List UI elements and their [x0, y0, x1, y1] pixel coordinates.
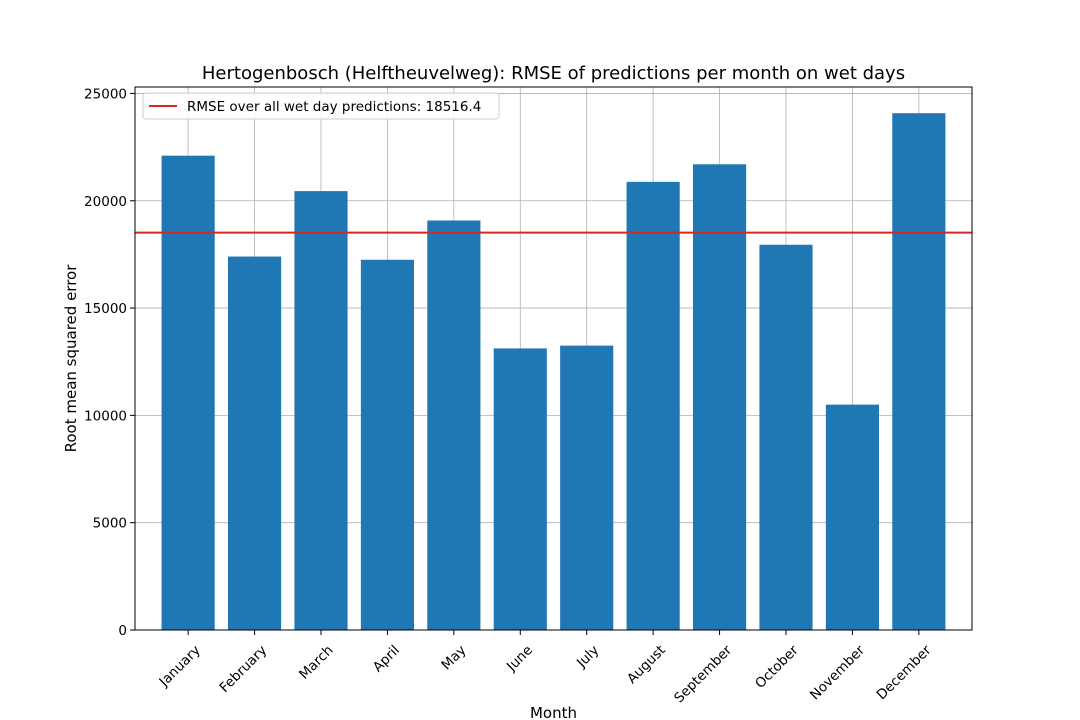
x-tick-label: August — [624, 642, 669, 687]
plot-frame — [134, 86, 973, 631]
bar-november — [825, 404, 879, 630]
bar-june — [493, 348, 547, 630]
bar-april — [360, 259, 414, 630]
x-tick-label: June — [503, 642, 536, 675]
bar-october — [759, 244, 813, 630]
bars — [161, 113, 946, 631]
bar-september — [693, 164, 747, 630]
x-tick-label: September — [671, 642, 735, 706]
y-axis-ticks: 0 5000 10000 15000 20000 25000 — [84, 86, 135, 639]
x-axis-label: Month — [530, 704, 577, 720]
bar-december — [892, 113, 946, 630]
x-tick-label: October — [752, 642, 802, 692]
bar-march — [294, 191, 348, 630]
bar-july — [560, 345, 614, 630]
x-tick-label: November — [807, 642, 868, 703]
bar-may — [427, 220, 481, 630]
bar-january — [161, 155, 215, 630]
x-tick-label: March — [296, 642, 336, 682]
y-tick-label: 25000 — [84, 86, 127, 102]
x-tick-label: January — [156, 642, 204, 690]
y-tick-label: 15000 — [84, 301, 127, 317]
x-tick-label: May — [438, 642, 469, 673]
y-tick-label: 10000 — [84, 408, 127, 424]
bar-august — [626, 181, 680, 631]
chart-title: Hertogenbosch (Helftheuvelweg): RMSE of … — [202, 63, 905, 84]
x-tick-label: April — [370, 642, 403, 675]
bar-february — [228, 256, 282, 630]
x-tick-label: December — [874, 642, 935, 703]
y-tick-label: 0 — [118, 623, 127, 639]
y-axis-label: Root mean squared error — [62, 264, 80, 453]
y-tick-label: 20000 — [84, 194, 127, 210]
x-axis-ticks: January February March April May June July Augu… — [156, 630, 935, 706]
y-tick-label: 5000 — [93, 516, 127, 532]
legend-box — [142, 92, 500, 120]
x-tick-label: February — [217, 642, 271, 696]
legend-entry: RMSE over all wet day predictions: 18516… — [187, 99, 481, 115]
legend: RMSE over all wet day predictions: 18516… — [142, 92, 500, 120]
x-tick-label: July — [573, 642, 602, 671]
